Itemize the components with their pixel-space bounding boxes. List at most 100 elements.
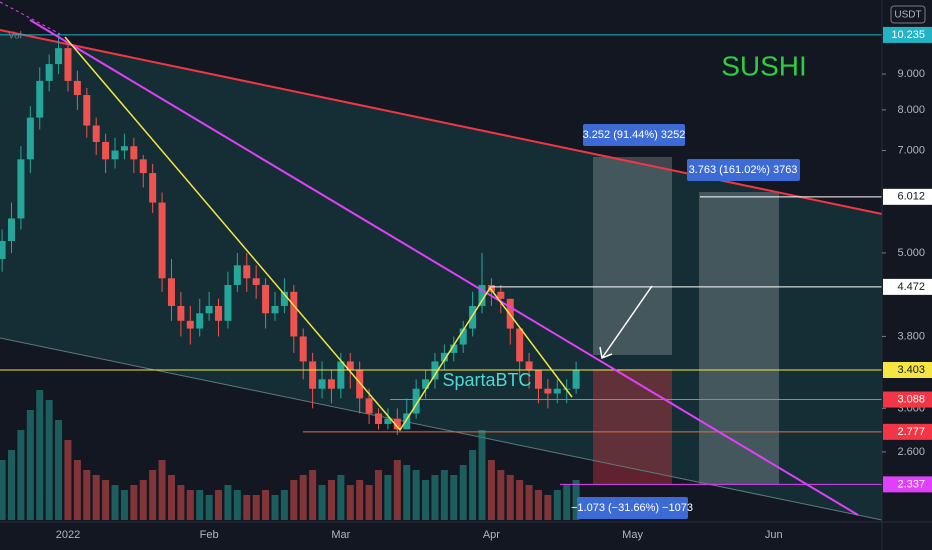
level-layer <box>0 34 882 485</box>
volume-bar <box>422 480 430 520</box>
candle-body <box>111 150 119 160</box>
candle-body <box>478 284 486 306</box>
volume-bar <box>252 495 260 520</box>
x-tick-label: May <box>622 529 643 541</box>
y-tick-label: 7.000 <box>897 144 925 156</box>
arrow-head <box>599 346 613 360</box>
volume-bar <box>92 475 100 520</box>
volume-bar <box>403 465 411 520</box>
candle-body <box>497 291 505 299</box>
candle-body <box>73 80 81 96</box>
candle-body <box>459 328 467 345</box>
candle-body <box>346 361 354 371</box>
candle-body <box>544 388 552 394</box>
candle-body <box>516 328 524 362</box>
candle-layer <box>0 33 580 435</box>
position-label-box <box>583 124 685 146</box>
price-level-badge <box>883 188 932 205</box>
volume-bar <box>45 400 53 520</box>
candle-body <box>365 398 373 414</box>
volume-bar <box>534 490 542 520</box>
volume-bar <box>271 495 279 520</box>
candle-body <box>299 336 307 362</box>
volume-bar <box>393 460 401 520</box>
volume-bar <box>8 450 16 520</box>
candle-body <box>375 413 382 424</box>
candle-body <box>177 305 185 321</box>
candle-body <box>422 379 430 389</box>
price-level-badge <box>883 278 932 295</box>
volume-bar <box>102 480 110 520</box>
long-position-target <box>593 157 672 355</box>
candle-body <box>36 80 44 118</box>
currency-label: USDT <box>894 10 921 21</box>
volume-bar <box>26 410 34 520</box>
y-tick-label: 9.000 <box>897 68 925 80</box>
volume-bar <box>544 495 552 520</box>
long-position-stop <box>593 369 672 484</box>
candle-body <box>450 344 458 353</box>
position-label: −1.073 (−31.66%) −1073 <box>571 502 693 514</box>
volume-bar <box>280 490 288 520</box>
volume-bar <box>158 460 166 520</box>
volume-bar <box>0 460 6 520</box>
volume-bar <box>205 495 213 520</box>
channel-top <box>0 29 883 215</box>
candle-body <box>149 173 157 203</box>
volume-layer <box>0 390 580 520</box>
trendline <box>29 19 859 516</box>
volume-bar <box>525 485 533 520</box>
volume-bar <box>130 485 138 520</box>
candle-body <box>224 284 232 321</box>
candle-body <box>356 370 364 399</box>
price-level-badge <box>883 26 932 43</box>
volume-bar <box>365 485 373 520</box>
x-tick-label: 2022 <box>56 529 80 541</box>
volume-bar <box>346 485 354 520</box>
channel-bottom <box>0 337 883 521</box>
candle-body <box>102 141 110 160</box>
volume-bar <box>64 440 72 520</box>
volume-bar <box>487 460 495 520</box>
volume-bar <box>111 485 119 520</box>
candle-body <box>83 95 91 126</box>
volume-bar <box>120 490 128 520</box>
volume-bar <box>469 450 477 520</box>
dashed-line <box>0 1 61 35</box>
price-level-label: 3.403 <box>897 364 925 376</box>
candle-body <box>139 159 147 174</box>
y-tick-label: 3.800 <box>897 330 925 342</box>
volume-bar <box>506 475 514 520</box>
volume-bar <box>167 475 175 520</box>
y-tick-label: 8.000 <box>897 104 925 116</box>
x-tick-label: Mar <box>331 529 350 541</box>
volume-label: Vol <box>8 31 22 42</box>
candle-body <box>327 379 335 389</box>
price-level-badge <box>883 361 932 378</box>
y-tick-label: 2.600 <box>897 446 925 458</box>
volume-bar <box>139 480 147 520</box>
candle-body <box>280 291 288 306</box>
candle-body <box>196 313 204 329</box>
volume-bar <box>318 485 326 520</box>
volume-bar <box>356 480 364 520</box>
candle-body <box>318 379 326 389</box>
price-level-label: 2.777 <box>897 426 925 438</box>
volume-bar <box>73 460 81 520</box>
price-level-label: 3.088 <box>897 393 925 405</box>
candle-body <box>167 278 175 306</box>
candle-body <box>215 305 223 321</box>
candle-body <box>412 388 420 414</box>
volume-bar <box>375 470 382 520</box>
volume-bar <box>299 475 307 520</box>
volume-bar <box>412 470 420 520</box>
x-tick-label: Feb <box>200 529 219 541</box>
volume-bar <box>572 480 580 520</box>
volume-bar <box>224 485 232 520</box>
candle-body <box>243 265 251 279</box>
candle-body <box>440 352 448 362</box>
candle-body <box>17 159 25 219</box>
volume-bar <box>17 430 25 520</box>
